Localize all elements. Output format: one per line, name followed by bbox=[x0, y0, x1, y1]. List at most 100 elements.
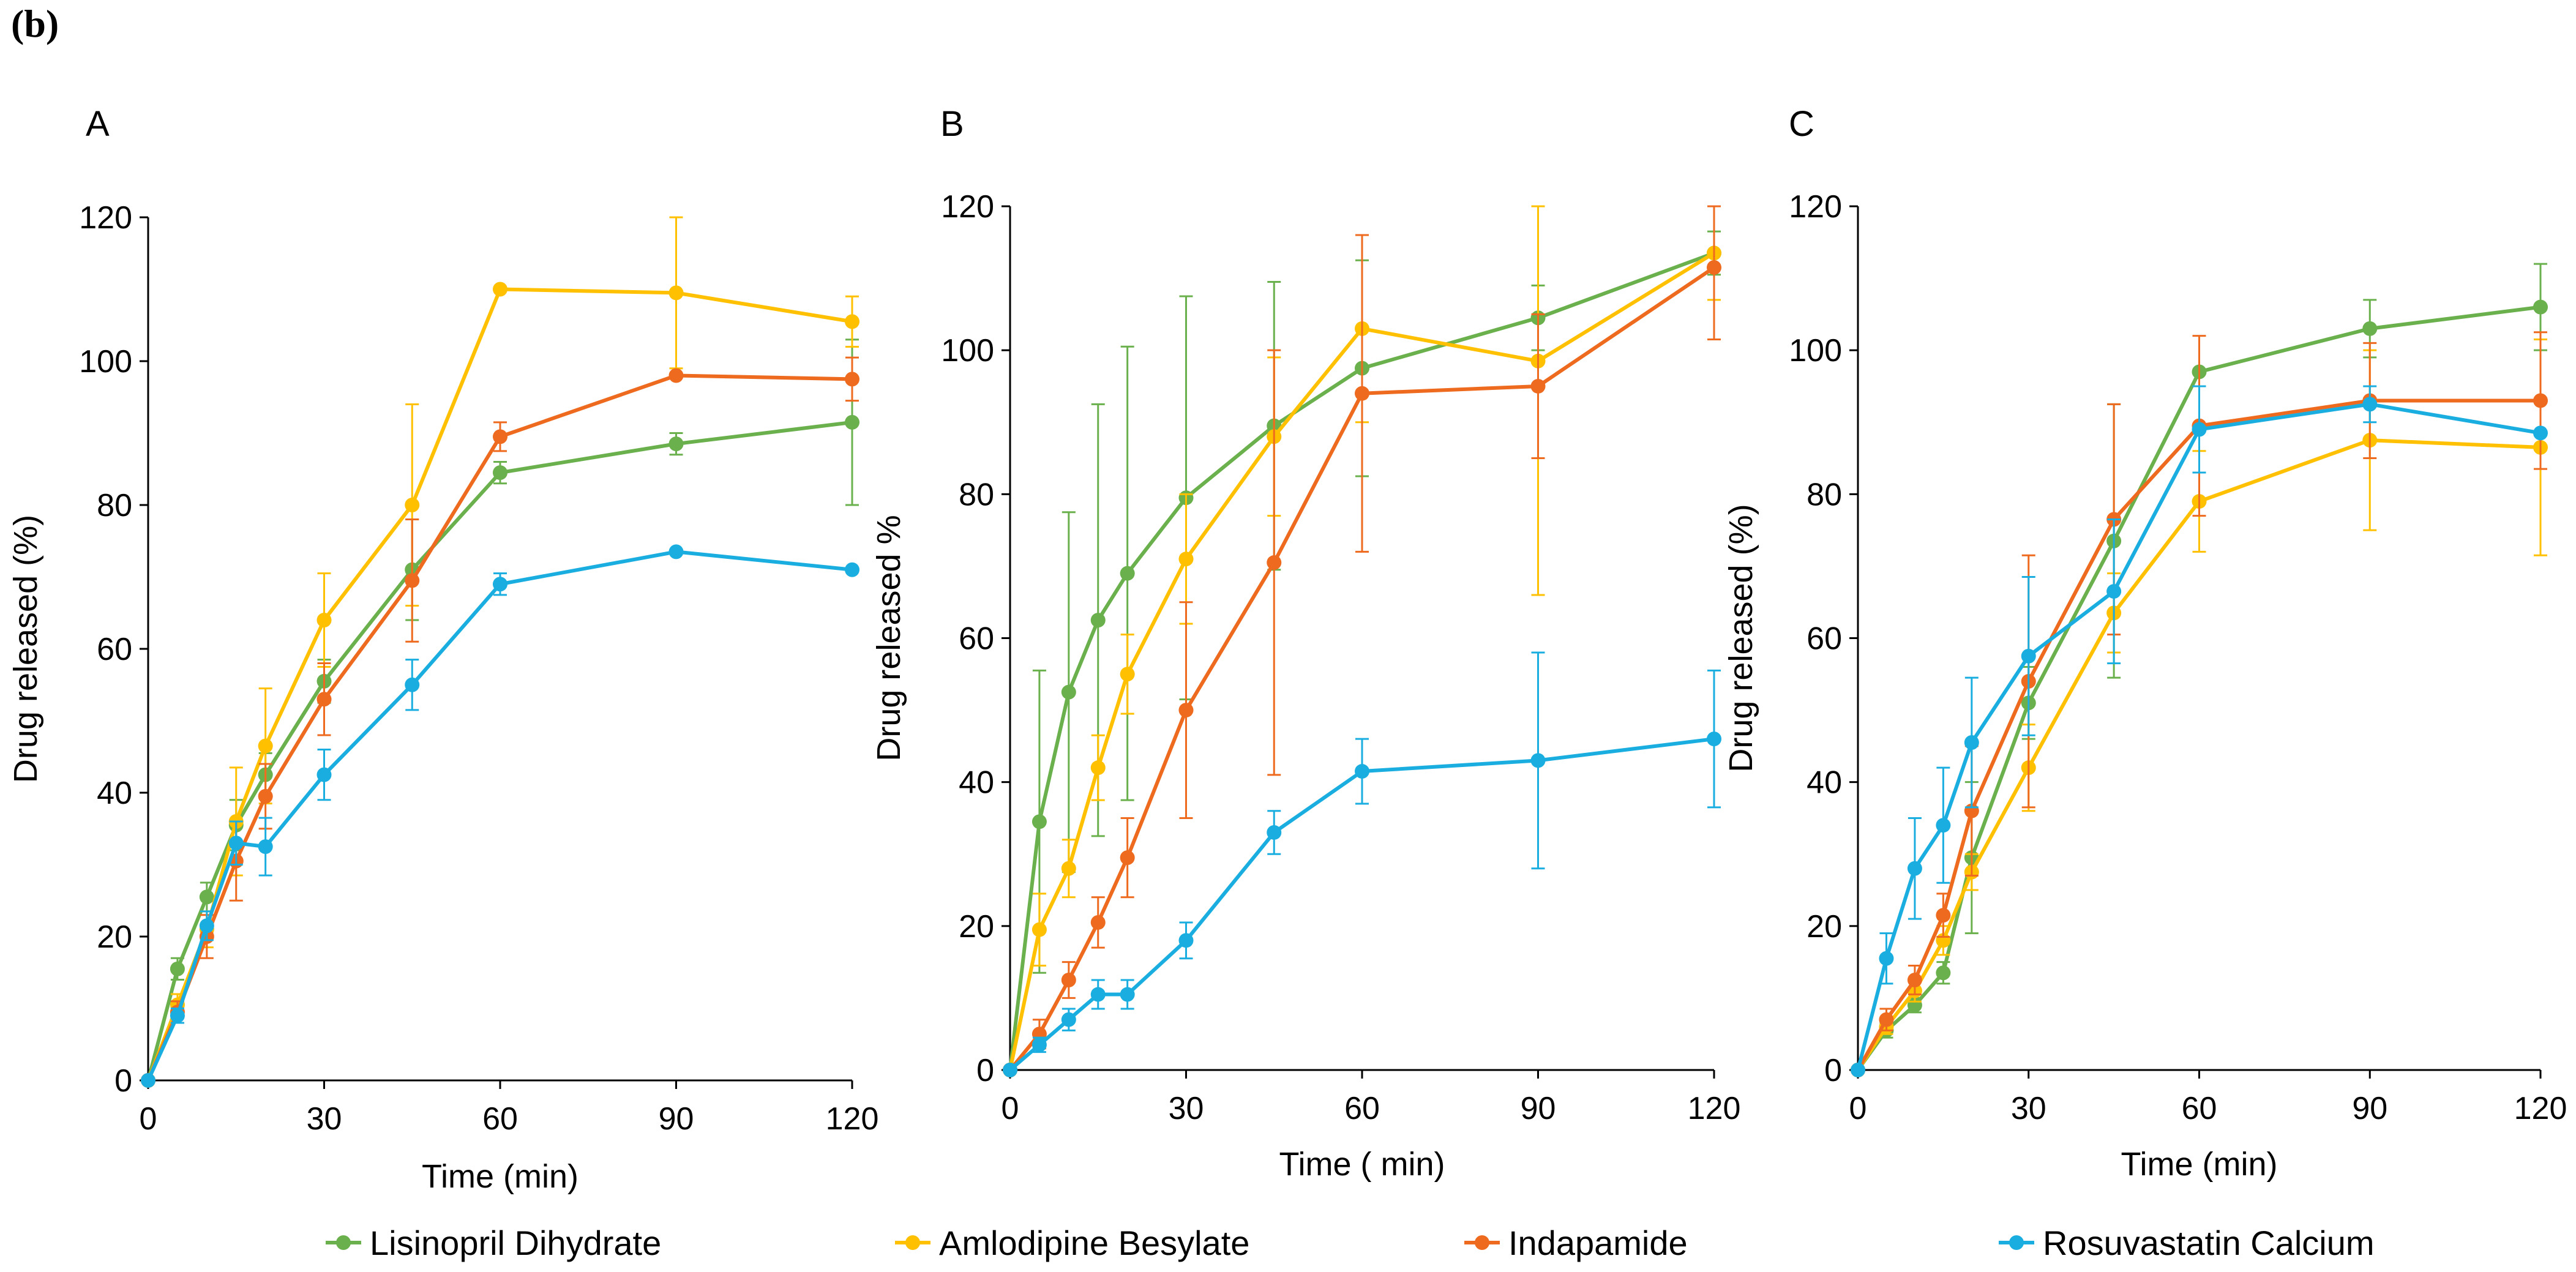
data-point bbox=[1090, 987, 1106, 1002]
data-point bbox=[1707, 260, 1721, 275]
y-tick-label: 60 bbox=[959, 621, 994, 657]
legend-swatch-marker bbox=[336, 1235, 351, 1250]
x-tick-label: 90 bbox=[2352, 1091, 2387, 1126]
data-point bbox=[1964, 735, 1979, 750]
series-rosuvastatin-calcium bbox=[1851, 385, 2548, 1077]
y-tick-label: 0 bbox=[114, 1063, 132, 1099]
data-point bbox=[1120, 667, 1135, 682]
y-tick-label: 80 bbox=[959, 477, 994, 512]
data-point bbox=[845, 562, 859, 577]
y-tick-label: 20 bbox=[97, 919, 132, 955]
data-point bbox=[2362, 397, 2378, 412]
y-tick-label: 40 bbox=[1807, 765, 1842, 801]
legend-item: Lisinopril Dihydrate bbox=[326, 1224, 661, 1262]
y-tick-label: 60 bbox=[97, 632, 132, 667]
data-point bbox=[1879, 951, 1894, 966]
data-point bbox=[1707, 731, 1721, 747]
x-tick-label: 90 bbox=[659, 1101, 694, 1137]
series-indapamide bbox=[1003, 205, 1721, 1077]
y-tick-label: 40 bbox=[959, 765, 994, 801]
x-tick-label: 120 bbox=[1688, 1091, 1741, 1126]
data-point bbox=[1061, 973, 1076, 988]
data-point bbox=[2106, 584, 2122, 599]
data-point bbox=[668, 368, 684, 383]
series-rosuvastatin-calcium bbox=[141, 544, 859, 1088]
data-point bbox=[845, 372, 859, 387]
chart-panel-c: C 0 20 40 60 80 100 120 0 30 60 90 120 Time (min) Drug… bbox=[1723, 104, 2567, 1183]
data-point bbox=[1032, 922, 1047, 937]
data-point bbox=[1530, 378, 1546, 394]
series-line bbox=[146, 550, 853, 1082]
data-point bbox=[668, 285, 684, 301]
series-line bbox=[146, 420, 853, 1081]
data-point bbox=[493, 429, 507, 444]
y-tick-label: 40 bbox=[97, 776, 132, 811]
y-tick-label: 60 bbox=[1807, 621, 1842, 657]
y-axis-title: Drug released (%) bbox=[7, 515, 44, 783]
data-point bbox=[170, 961, 185, 976]
data-point bbox=[199, 918, 214, 933]
legend: Lisinopril Dihydrate Amlodipine Besylate I… bbox=[326, 1224, 2375, 1262]
x-tick-label: 30 bbox=[2011, 1091, 2046, 1126]
data-point bbox=[405, 498, 420, 512]
data-point bbox=[668, 544, 684, 559]
legend-item: Rosuvastatin Calcium bbox=[1999, 1224, 2375, 1262]
x-tick-label: 60 bbox=[482, 1101, 518, 1137]
data-point bbox=[258, 839, 273, 855]
data-point bbox=[141, 1073, 155, 1088]
data-point bbox=[1879, 1012, 1894, 1027]
series-line bbox=[1856, 398, 2540, 1071]
data-point bbox=[1178, 703, 1194, 718]
legend-label: Lisinopril Dihydrate bbox=[370, 1224, 661, 1262]
y-tick-label: 80 bbox=[1807, 477, 1842, 512]
series-amlodipine-besylate bbox=[141, 216, 859, 1088]
data-point bbox=[1032, 814, 1047, 829]
data-point bbox=[1090, 760, 1106, 776]
chart-panel-b: B 0 20 40 60 80 100 120 0 30 60 90 120 Time ( min) Dru… bbox=[871, 104, 1740, 1183]
x-tick-label: 120 bbox=[2514, 1091, 2567, 1126]
y-tick-label: 0 bbox=[1824, 1053, 1842, 1088]
y-tick-label: 120 bbox=[1789, 189, 1842, 225]
series-line bbox=[1856, 402, 2541, 1071]
series-line bbox=[1856, 305, 2541, 1071]
y-tick-label: 120 bbox=[941, 189, 994, 225]
series-line bbox=[1008, 251, 1715, 1071]
data-point bbox=[1090, 613, 1106, 628]
data-point bbox=[1936, 965, 1951, 981]
legend-swatch-marker bbox=[905, 1235, 920, 1250]
y-axis-title: Drug released % bbox=[871, 515, 907, 761]
data-point bbox=[316, 767, 332, 782]
data-point bbox=[2021, 648, 2036, 664]
data-point bbox=[1907, 973, 1922, 988]
data-point bbox=[1936, 818, 1951, 833]
x-tick-label: 60 bbox=[2182, 1091, 2217, 1126]
data-point bbox=[405, 677, 420, 692]
data-point bbox=[170, 1008, 185, 1023]
x-tick-label: 0 bbox=[1849, 1091, 1867, 1126]
data-point bbox=[1355, 386, 1369, 401]
data-point bbox=[668, 436, 684, 452]
x-axis-title: Time ( min) bbox=[1279, 1146, 1445, 1183]
y-tick-label: 100 bbox=[1789, 333, 1842, 369]
data-point bbox=[2533, 425, 2548, 441]
data-point bbox=[2533, 393, 2548, 408]
y-tick-label: 0 bbox=[976, 1053, 994, 1088]
x-tick-label: 0 bbox=[1002, 1091, 1019, 1126]
data-point bbox=[2192, 422, 2207, 437]
data-point bbox=[316, 692, 332, 707]
data-point bbox=[316, 613, 332, 627]
x-axis-title: Time (min) bbox=[2121, 1146, 2278, 1183]
y-tick-label: 80 bbox=[97, 488, 132, 523]
data-point bbox=[1530, 753, 1546, 768]
legend-swatch-marker bbox=[1475, 1235, 1489, 1250]
series-line bbox=[1856, 438, 2541, 1071]
x-tick-label: 30 bbox=[307, 1101, 342, 1137]
y-tick-label: 100 bbox=[79, 344, 132, 380]
series-line bbox=[1008, 266, 1715, 1071]
data-point bbox=[1061, 684, 1076, 700]
data-point bbox=[1178, 933, 1194, 948]
data-point bbox=[1061, 1012, 1076, 1027]
data-point bbox=[1061, 861, 1076, 876]
data-point bbox=[199, 889, 214, 905]
